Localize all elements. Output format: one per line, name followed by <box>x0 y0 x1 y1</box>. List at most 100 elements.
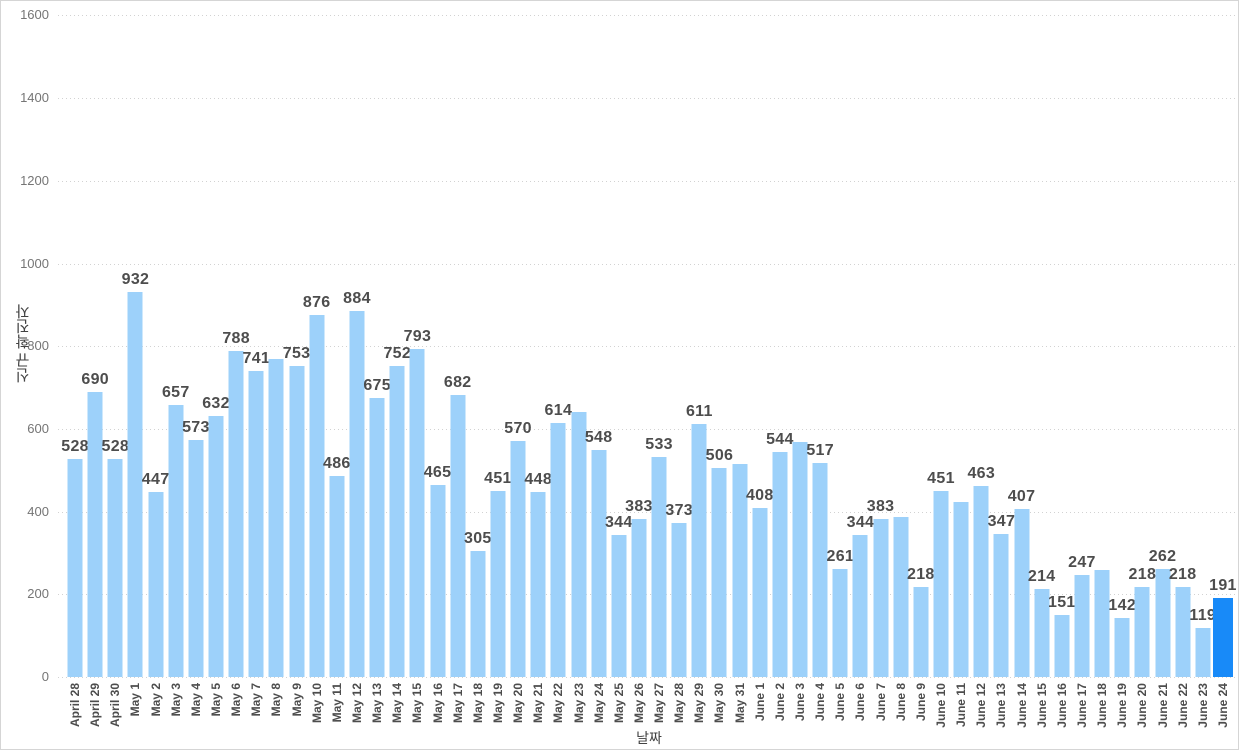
bar-may-12[interactable] <box>349 311 365 677</box>
bar-value-label: 347 <box>987 513 1016 530</box>
x-tick-label: June 1 <box>752 683 767 722</box>
bar-value-label: 506 <box>705 447 734 464</box>
bar-june-12[interactable] <box>973 486 989 677</box>
bar-april-28[interactable] <box>67 459 83 677</box>
bar-june-11[interactable] <box>953 502 969 677</box>
bar-may-24[interactable] <box>591 450 607 677</box>
bar-may-14[interactable] <box>389 366 405 677</box>
bar-june-7[interactable] <box>873 519 889 677</box>
bar-value-label: 214 <box>1027 568 1056 585</box>
y-gridline <box>58 263 1236 265</box>
x-tick-label: May 17 <box>450 683 465 724</box>
bar-may-27[interactable] <box>651 457 667 677</box>
bar-june-2[interactable] <box>772 452 788 677</box>
bar-value-label: 632 <box>202 395 230 412</box>
bar-may-11[interactable] <box>329 476 345 677</box>
bar-june-18[interactable] <box>1094 570 1110 677</box>
bar-value-label: 383 <box>625 498 653 515</box>
bar-value-label: 614 <box>544 402 573 419</box>
bar-may-9[interactable] <box>289 366 305 677</box>
bar-june-5[interactable] <box>832 569 848 677</box>
bar-may-1[interactable] <box>127 292 143 677</box>
bar-may-19[interactable] <box>490 491 506 677</box>
x-tick-label: June 17 <box>1074 683 1089 728</box>
x-axis-title: 날짜 <box>636 730 662 746</box>
bar-may-30[interactable] <box>711 468 727 677</box>
bar-june-17[interactable] <box>1074 575 1090 677</box>
x-tick-label: May 6 <box>229 683 244 717</box>
bar-may-16[interactable] <box>430 485 446 677</box>
bar-june-13[interactable] <box>993 534 1009 677</box>
bar-june-19[interactable] <box>1114 618 1130 677</box>
bar-june-1[interactable] <box>752 508 768 677</box>
bar-may-28[interactable] <box>671 523 687 677</box>
bar-may-3[interactable] <box>168 405 184 677</box>
bar-column: 463 June 12 <box>967 1 994 749</box>
bar-column: 247 June 17 <box>1068 1 1095 749</box>
bar-june-6[interactable] <box>852 535 868 677</box>
bar-column: 876 May 10 <box>303 1 330 749</box>
bar-may-22[interactable] <box>550 423 566 677</box>
bar-value-label: 884 <box>343 290 371 307</box>
bar-may-7[interactable] <box>248 371 264 677</box>
x-tick-label: June 3 <box>793 683 808 722</box>
bar-june-16[interactable] <box>1054 615 1070 677</box>
bar-value-label: 191 <box>1209 577 1237 594</box>
bar-may-2[interactable] <box>148 492 164 677</box>
bar-june-3[interactable] <box>792 442 808 677</box>
bar-june-9[interactable] <box>913 587 929 677</box>
bar-value-label: 544 <box>766 431 794 448</box>
bar-may-18[interactable] <box>470 551 486 677</box>
bar-column: 383 May 26 <box>625 1 652 749</box>
x-tick-label: June 18 <box>1095 683 1110 728</box>
bar-may-4[interactable] <box>188 440 204 677</box>
bar-column: 408 June 1 <box>746 1 773 749</box>
bar-may-29[interactable] <box>691 424 707 677</box>
bar-june-23[interactable] <box>1195 628 1211 677</box>
bar-column: 151 June 16 <box>1048 1 1075 749</box>
bar-may-31[interactable] <box>732 464 748 677</box>
x-tick-label: May 25 <box>611 683 626 724</box>
bar-june-14[interactable] <box>1014 509 1030 677</box>
bar-may-17[interactable] <box>450 395 466 677</box>
bar-june-21[interactable] <box>1155 569 1170 677</box>
x-tick-label: June 7 <box>873 683 888 722</box>
bar-may-6[interactable] <box>228 351 244 677</box>
y-tick-label: 400 <box>27 503 49 519</box>
bar-value-label: 262 <box>1148 548 1177 565</box>
bar-column: 788 May 6 <box>222 1 249 749</box>
bar-april-30[interactable] <box>107 459 123 677</box>
bar-june-4[interactable] <box>812 463 828 677</box>
bar-april-29[interactable] <box>87 392 103 677</box>
bar-june-22[interactable] <box>1175 587 1191 677</box>
bar-may-13[interactable] <box>369 398 385 677</box>
bar-may-26[interactable] <box>631 519 647 677</box>
bar-column: 447 May 2 <box>142 1 169 749</box>
bar-value-label: 407 <box>1007 488 1036 505</box>
x-tick-label: May 4 <box>188 683 203 717</box>
x-tick-label: May 8 <box>269 683 284 717</box>
bar-may-20[interactable] <box>510 441 526 677</box>
bar-may-8[interactable] <box>268 359 284 677</box>
x-tick-label: April 30 <box>108 683 123 728</box>
bar-may-5[interactable] <box>208 416 224 677</box>
bar-column: 548 May 24 <box>585 1 612 749</box>
bar-value-label: 528 <box>101 438 130 455</box>
bar-june-15[interactable] <box>1034 589 1050 677</box>
bar-june-8[interactable] <box>893 517 909 677</box>
bar-june-20[interactable] <box>1134 587 1150 677</box>
bar-june-24[interactable] <box>1212 598 1233 677</box>
bar-may-25[interactable] <box>611 535 627 677</box>
bar-may-21[interactable] <box>530 492 546 677</box>
bar-value-label: 657 <box>161 384 190 401</box>
bar-june-10[interactable] <box>933 491 949 677</box>
bar-may-15[interactable] <box>409 349 425 677</box>
bar-column: 753 May 9 <box>283 1 310 749</box>
y-gridline <box>58 511 1236 513</box>
bar-may-10[interactable] <box>309 315 325 677</box>
y-tick-label: 600 <box>27 420 49 436</box>
bar-value-label: 218 <box>1168 566 1197 583</box>
bar-may-23[interactable] <box>571 412 586 677</box>
x-tick-label: June 16 <box>1054 683 1069 728</box>
bar-value-label: 932 <box>121 271 150 288</box>
